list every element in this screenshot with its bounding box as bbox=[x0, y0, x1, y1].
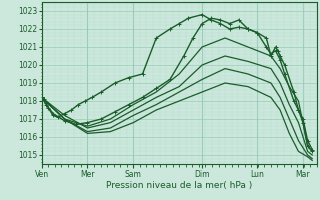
X-axis label: Pression niveau de la mer( hPa ): Pression niveau de la mer( hPa ) bbox=[106, 181, 252, 190]
